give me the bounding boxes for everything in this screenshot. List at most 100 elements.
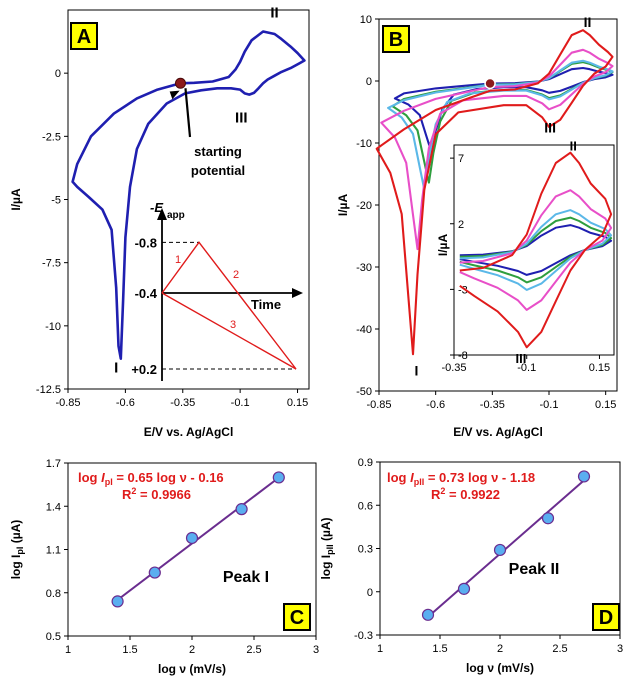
fit-equation: log IpI = 0.65 log ν - 0.16 bbox=[78, 470, 224, 487]
y-tick-label: -10 bbox=[356, 138, 372, 150]
x-tick-label: -0.35 bbox=[170, 397, 195, 409]
inset-cv-curve bbox=[459, 224, 613, 276]
segment-label: 1 bbox=[175, 254, 181, 266]
plot-area-c bbox=[67, 462, 317, 637]
r2-sup: 2 bbox=[440, 486, 445, 496]
x-axis-title: log ν (mV/s) bbox=[466, 661, 534, 675]
peak-label: II bbox=[270, 5, 278, 22]
r2-post: = 0.9966 bbox=[136, 487, 191, 502]
y-axis-title-main: log I bbox=[319, 555, 333, 580]
cv-curve bbox=[71, 30, 306, 360]
panel-label-box bbox=[70, 22, 98, 50]
x-tick-label: -0.35 bbox=[480, 399, 505, 411]
level-label: +0.2 bbox=[131, 362, 157, 377]
inset-cv-curve bbox=[459, 151, 613, 349]
y-tick-label: -20 bbox=[356, 200, 372, 212]
y-axis-title: I/µA bbox=[9, 188, 23, 211]
x-tick-label: -0.35 bbox=[441, 362, 466, 374]
eq-post: = 0.65 log ν - 0.16 bbox=[113, 470, 224, 485]
cv-curve bbox=[375, 29, 614, 356]
x-tick-label: 0.15 bbox=[287, 397, 308, 409]
eq-pre: log bbox=[387, 470, 410, 485]
data-point bbox=[541, 512, 555, 525]
data-point bbox=[185, 531, 199, 545]
y-tick-label: -10 bbox=[45, 321, 61, 333]
cv-curve bbox=[387, 59, 614, 191]
inset-y-axis-title: I/µA bbox=[436, 234, 450, 257]
x-tick-label: 2 bbox=[189, 644, 195, 656]
eq-post: = 0.73 log ν - 1.18 bbox=[424, 470, 535, 485]
y-tick-label: -2.5 bbox=[42, 131, 61, 143]
time-axis-label: Time bbox=[251, 297, 281, 312]
segment-label: 2 bbox=[233, 269, 239, 281]
y-tick-label: 0.3 bbox=[358, 544, 373, 556]
fit-line bbox=[116, 476, 280, 601]
eq-pre: log bbox=[78, 470, 101, 485]
inset-cv-curve bbox=[459, 216, 613, 284]
x-tick-label: -0.6 bbox=[426, 399, 445, 411]
x-tick-label: 2.5 bbox=[246, 644, 261, 656]
x-tick-label: -0.1 bbox=[540, 399, 559, 411]
y-tick-label: 0 bbox=[367, 587, 373, 599]
x-tick-label: -0.1 bbox=[517, 362, 536, 374]
y-tick-label: -40 bbox=[356, 324, 372, 336]
y-tick-label: 10 bbox=[360, 14, 372, 26]
annotation-text: potential bbox=[191, 163, 245, 178]
x-tick-label: 2 bbox=[497, 643, 503, 655]
plot-area-a bbox=[67, 9, 310, 390]
annotation-arrow bbox=[184, 88, 192, 138]
eq-i: I bbox=[101, 470, 105, 485]
eq-sub: pI bbox=[105, 477, 113, 487]
fit-line bbox=[427, 479, 585, 618]
y-tick-label: 1.1 bbox=[46, 545, 61, 557]
inset-axis-label-sub: app bbox=[167, 210, 185, 221]
peak-label: III bbox=[515, 351, 526, 366]
y-tick-label: 1.4 bbox=[46, 501, 61, 513]
y-tick-label: 0 bbox=[55, 68, 61, 80]
y-tick-label: -3 bbox=[458, 284, 468, 296]
y-axis-title-sub: pI bbox=[15, 547, 25, 555]
x-tick-label: 3 bbox=[617, 643, 623, 655]
x-tick-label: 0.15 bbox=[595, 399, 616, 411]
x-axis-title: log ν (mV/s) bbox=[158, 662, 226, 676]
y-tick-label: 0.6 bbox=[358, 500, 373, 512]
y-axis-title: log IpII (µA) bbox=[319, 517, 335, 579]
y-axis-title-unit: (µA) bbox=[9, 520, 23, 547]
r2-pre: R bbox=[431, 487, 441, 502]
series-label: Peak II bbox=[509, 561, 560, 578]
data-point bbox=[272, 471, 285, 484]
start-point-marker bbox=[174, 77, 186, 89]
r2-pre: R bbox=[122, 487, 132, 502]
panel-label: D bbox=[599, 607, 613, 629]
y-tick-label: 7 bbox=[458, 153, 464, 165]
x-tick-label: -0.85 bbox=[55, 397, 80, 409]
inset-cv-curve bbox=[459, 209, 613, 291]
r-squared: R2 = 0.9966 bbox=[122, 486, 191, 502]
level-label: -0.8 bbox=[135, 235, 157, 250]
inset-axis-label: -E bbox=[150, 200, 163, 215]
peak-label: III bbox=[544, 119, 556, 135]
x-tick-label: 0.15 bbox=[589, 362, 610, 374]
segment-label: 3 bbox=[230, 319, 236, 331]
level-label: -0.4 bbox=[135, 286, 158, 301]
y-axis-title-sub: pII bbox=[325, 544, 335, 555]
panel-label: B bbox=[389, 29, 403, 51]
x-tick-label: 1 bbox=[65, 644, 71, 656]
x-tick-label: 2.5 bbox=[552, 643, 567, 655]
y-tick-label: -30 bbox=[356, 262, 372, 274]
eq-sub: pII bbox=[414, 477, 425, 487]
annotation-text: starting bbox=[194, 144, 242, 159]
y-axis-title-main: log I bbox=[9, 555, 23, 580]
y-tick-label: -12.5 bbox=[36, 384, 61, 396]
y-axis-title-unit: (µA) bbox=[319, 517, 333, 544]
data-point bbox=[493, 543, 507, 557]
panel-label-box bbox=[592, 603, 620, 631]
x-tick-label: -0.85 bbox=[366, 399, 391, 411]
r-squared: R2 = 0.9922 bbox=[431, 486, 500, 502]
y-tick-label: -50 bbox=[356, 386, 372, 398]
panel-label-box bbox=[283, 603, 311, 631]
x-tick-label: 1.5 bbox=[122, 644, 137, 656]
data-point bbox=[421, 608, 435, 621]
peak-label: III bbox=[235, 109, 248, 126]
